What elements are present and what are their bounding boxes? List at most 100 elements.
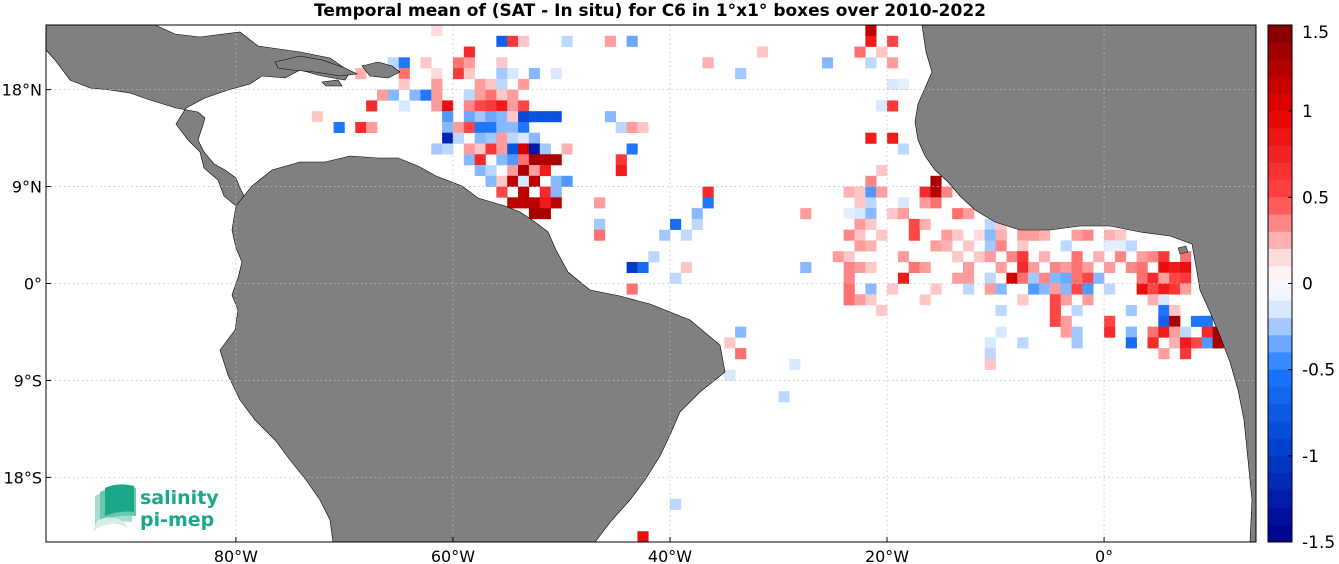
heatmap-cell <box>463 46 475 58</box>
logo-line2: pi-mep <box>140 509 214 531</box>
heatmap-cell <box>496 143 508 155</box>
colorbar-tick-label: 1 <box>1302 102 1313 122</box>
heatmap-cell <box>1071 261 1083 274</box>
y-tick-label: 9°N <box>12 178 42 197</box>
heatmap-cell <box>1028 283 1040 295</box>
heatmap-cell <box>528 143 541 155</box>
heatmap-cell <box>604 111 617 123</box>
heatmap-cell <box>1201 326 1213 338</box>
heatmap-cell <box>876 165 888 177</box>
heatmap-cell <box>518 111 530 123</box>
x-axis: 80°W 60°W 40°W 20°W 0° <box>214 537 1113 564</box>
heatmap-cell <box>431 143 443 155</box>
heatmap-cell <box>865 57 877 69</box>
colorbar-step <box>1268 386 1292 405</box>
heatmap-cell <box>1060 272 1072 284</box>
heatmap-cell <box>897 251 910 263</box>
heatmap-cell <box>887 57 899 69</box>
heatmap-cell <box>876 305 888 317</box>
heatmap-cell <box>1104 315 1116 327</box>
heatmap-cell <box>1028 229 1040 241</box>
heatmap-cell <box>431 78 443 90</box>
heatmap-cell <box>843 272 855 284</box>
heatmap-cell <box>485 111 497 123</box>
heatmap-cell <box>843 261 855 274</box>
heatmap-cell <box>615 165 627 177</box>
heatmap-cell <box>897 272 910 284</box>
heatmap-cell <box>463 154 475 166</box>
heatmap-cell <box>528 208 541 220</box>
logo-line1: salinity <box>140 487 219 509</box>
heatmap-cell <box>702 186 714 198</box>
heatmap-cell <box>659 229 671 241</box>
heatmap-cell <box>941 229 953 241</box>
heatmap-cell <box>366 121 378 134</box>
heatmap-cell <box>821 57 834 69</box>
heatmap-cell <box>854 261 866 274</box>
heatmap-cell <box>691 218 703 230</box>
heatmap-cell <box>626 283 638 295</box>
land-africa <box>914 25 1256 542</box>
heatmap-cell <box>1104 240 1116 252</box>
heatmap-cell <box>1180 261 1192 274</box>
heatmap-cell <box>1136 272 1148 284</box>
heatmap-cell <box>452 68 465 80</box>
heatmap-cell <box>528 175 541 187</box>
heatmap-cell <box>420 57 432 69</box>
heatmap-cell <box>1125 326 1137 338</box>
heatmap-cell <box>832 251 844 263</box>
x-tick-label: 80°W <box>214 547 258 564</box>
colorbar-tick-label: 1.5 <box>1302 23 1329 43</box>
heatmap-cell <box>1038 229 1051 241</box>
x-tick-label: 40°W <box>648 547 692 564</box>
heatmap-cell <box>1049 305 1061 317</box>
heatmap-cell <box>995 261 1007 274</box>
heatmap-cell <box>908 218 920 230</box>
heatmap-cell <box>431 25 443 37</box>
heatmap-cell <box>865 294 877 306</box>
heatmap-cell <box>887 35 899 47</box>
heatmap-cell <box>561 143 573 155</box>
heatmap-cell <box>1017 240 1029 252</box>
heatmap-cell <box>398 57 410 69</box>
heatmap-cell <box>1158 348 1170 360</box>
colorbar-step <box>1268 438 1292 457</box>
heatmap-cell <box>854 186 866 198</box>
heatmap-cell <box>984 251 996 263</box>
colorbar-tick-label: -1.5 <box>1302 533 1335 553</box>
heatmap-cell <box>507 68 519 80</box>
heatmap-cell <box>485 78 497 90</box>
heatmap-cell <box>854 240 866 252</box>
heatmap-cell <box>778 391 790 403</box>
heatmap-cell <box>854 218 866 230</box>
heatmap-cell <box>474 121 486 134</box>
heatmap-cell <box>539 154 551 166</box>
y-tick-label: 18°N <box>2 81 42 100</box>
heatmap-cell <box>550 111 562 123</box>
heatmap-cell <box>995 283 1007 295</box>
heatmap-cell <box>680 229 692 241</box>
colorbar-step <box>1268 369 1292 388</box>
heatmap-cell <box>1006 272 1018 284</box>
heatmap-cell <box>854 229 866 241</box>
heatmap-cell <box>539 165 551 177</box>
heatmap-cell <box>626 35 638 47</box>
heatmap-cell <box>963 261 975 274</box>
heatmap-cell <box>887 283 899 295</box>
heatmap-cell <box>1125 261 1137 274</box>
heatmap-cell <box>756 46 768 58</box>
heatmap-cell <box>1158 251 1170 263</box>
colorbar-step <box>1268 25 1292 43</box>
heatmap-cell <box>528 68 541 80</box>
heatmap-cell <box>973 251 985 263</box>
heatmap-cell <box>995 305 1007 317</box>
heatmap-cell <box>507 100 519 112</box>
colorbar-step <box>1268 404 1292 422</box>
heatmap-cell <box>919 261 931 274</box>
heatmap-cell <box>311 111 324 123</box>
heatmap-cell <box>518 100 530 112</box>
x-tick-label: 20°W <box>865 547 909 564</box>
heatmap-cell <box>1017 251 1029 263</box>
heatmap-cell <box>702 57 714 69</box>
heatmap-cell <box>973 229 985 241</box>
